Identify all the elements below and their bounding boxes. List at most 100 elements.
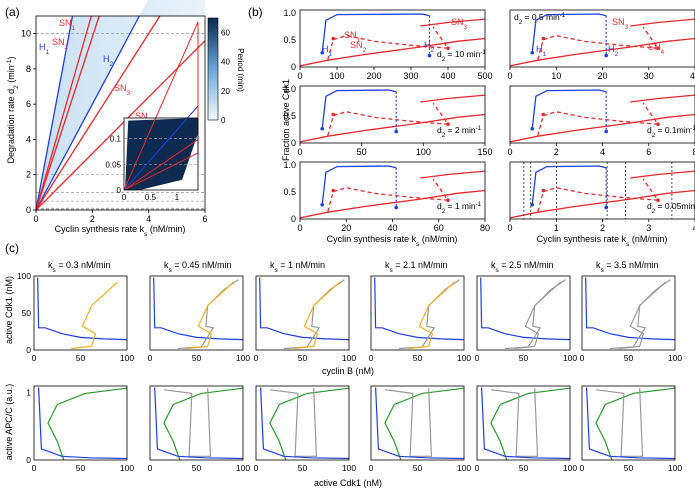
c-top-x-tick-1-0: 0: [148, 353, 153, 363]
b-x-tick-label-3-1: 2: [554, 147, 559, 157]
c-bottom-x-tick-1-1: 50: [192, 463, 202, 473]
c-ks-label-2-part-0: k: [270, 260, 275, 270]
c-bottom-y-tick-0: 0: [26, 455, 31, 465]
stable-upper-branch-1: [630, 18, 695, 27]
c-ks-label-5-part-2: = 3.5 nM/min: [604, 260, 659, 270]
label-H2-part-0: H: [103, 54, 110, 64]
b-x-tick-label-4-3: 60: [434, 223, 444, 233]
b-branch-label-0-main: SN: [344, 30, 357, 40]
subplot-b-d2-label-3-part-1: 2: [652, 132, 656, 139]
colorbar-tick-2: 40: [221, 58, 230, 67]
line-SN3: [35, 15, 161, 211]
b-branch-label-3: H1: [322, 44, 333, 58]
subplot-b-4: 0 20 40 60 80 0 0.5 1.0 d2 = 1 min-1: [283, 160, 490, 233]
b-branch-label-6: SN4: [648, 42, 665, 56]
panel-a-ylabel-part-4: ): [6, 57, 16, 60]
subplot-b-d2-label-1-part-2: = 0.5 min: [522, 12, 560, 22]
panel-a-ylabel-part-3: -1: [6, 59, 13, 65]
c-top-cdk-nullcline-1: [187, 281, 235, 350]
hopf-point-1-1: [530, 50, 534, 55]
subplot-b-d2-label-1-part-1: 2: [519, 19, 523, 26]
saddle-node-1-4: [331, 188, 336, 193]
c-bottom-xlabel: active Cdk1 (nM): [314, 478, 382, 488]
subplot-b-d2-label-0-part-1: 2: [442, 56, 446, 63]
stable-upper-branch-2: [420, 94, 486, 103]
c-top-x-tick-3-1: 50: [413, 353, 423, 363]
panel-a-ylabel-part-1: 2: [13, 85, 20, 89]
c-ks-label-4-part-2: = 2.5 nM/min: [499, 260, 554, 270]
c-bottom-x-tick-0-1: 50: [76, 463, 86, 473]
stable-lower-branch-2: [299, 113, 486, 143]
subplot-b-d2-label-0-part-0: d: [437, 49, 442, 59]
c-bottom-x-tick-5-2: 100: [668, 463, 682, 473]
c-bottom-x-tick-2-1: 50: [298, 463, 308, 473]
hopf-point-2-1: [604, 53, 608, 58]
c-bottom-green-nullcline-4: [490, 387, 571, 461]
line-H1: [35, 15, 74, 211]
subplot-b-d2-label-1: d2 = 0.5 min-1: [514, 12, 566, 26]
c-bottom-frame-3: [370, 385, 465, 461]
c-bottom-x-tick-3-0: 0: [369, 463, 374, 473]
c-bottom-gray-cycle-5: [595, 388, 644, 457]
hopf-point-2-0: [427, 53, 432, 58]
subplot-b-d2-label-3-part-2: = 0.1min: [655, 125, 690, 135]
hopf-point-1-4: [320, 202, 325, 207]
subplot-c-2: ks = 1 nM/min 0 50 100 0 50 100: [254, 260, 357, 473]
c-top-frame-4: [476, 275, 571, 351]
subplot-b-frame-2: [299, 85, 486, 144]
label-H1: H1: [39, 42, 50, 56]
c-bottom-x-tick-1-2: 100: [236, 463, 250, 473]
c-ks-label-5-part-0: k: [596, 260, 601, 270]
c-top-xlabel: cyclin B (nM): [322, 366, 374, 376]
panel-b-xlabel-right: Cyclin synthesis rate ks (nM/min): [537, 234, 668, 248]
c-bottom-gray-cycle-1: [163, 388, 212, 457]
subplot-c-1: ks = 0.45 nM/min 0 50 100 0 50 100: [148, 260, 251, 473]
b-branch-label-6-main: SN: [648, 42, 661, 52]
c-bottom-ylabel: active APC/C (a.u.): [4, 384, 14, 461]
c-ks-label-0-part-1: s: [53, 267, 56, 274]
c-bottom-blue-nullcline-2: [260, 387, 350, 460]
c-ks-label-3-part-1: s: [390, 267, 393, 274]
subplot-b-d2-label-2-part-0: d: [437, 125, 442, 135]
b-x-tick-label-2-0: 0: [297, 147, 302, 157]
c-top-cyclin-nullcline-2: [259, 277, 350, 341]
saddle-node-2-0: [446, 46, 450, 50]
b-x-tick-label-3-0: 0: [507, 147, 512, 157]
c-bottom-frame-0: [33, 385, 128, 461]
label-SN3-part-1: 3: [126, 90, 130, 97]
b-x-tick-label-0-1: 100: [329, 71, 344, 81]
label-H1-part-1: 1: [45, 49, 49, 56]
label-SN1-part-1: 1: [71, 25, 75, 32]
c-top-x-tick-4-2: 100: [563, 353, 577, 363]
subplot-b-frame-0: [299, 9, 486, 68]
b-x-tick-label-2-2: 100: [416, 147, 431, 157]
x-tick-label-2: 4: [146, 214, 151, 224]
c-ks-label-1: ks = 0.45 nM/min: [164, 260, 232, 274]
panel-a-xlabel-part-1: s: [144, 231, 147, 238]
c-ks-label-3: ks = 2.1 nM/min: [385, 260, 448, 274]
subplot-c-4: ks = 2.5 nM/min 0 50 100 0 50 100: [475, 260, 578, 473]
c-top-cdk-nullcline-0: [71, 281, 119, 350]
c-bottom-green-nullcline-1: [163, 387, 244, 461]
c-bottom-blue-nullcline-1: [154, 387, 244, 460]
c-ks-label-0-part-2: = 0.3 nM/min: [56, 260, 111, 270]
c-bottom-x-tick-5-1: 50: [624, 463, 634, 473]
limit-cycle-max-3: [531, 89, 607, 129]
c-top-frame-3: [370, 275, 465, 351]
saddle-node-2-4: [446, 198, 450, 202]
b-branch-label-2-main: SN: [451, 17, 464, 27]
b-x-tick-label-4-4: 80: [480, 223, 490, 233]
limit-cycle-max-5: [531, 165, 607, 205]
y-tick-label-4: 8: [26, 64, 31, 74]
subplot-b-d2-label-4-part-3: -1: [476, 201, 482, 208]
b-branch-label-1-main: SN: [350, 40, 363, 50]
c-top-x-tick-4-0: 0: [475, 353, 480, 363]
b-x-tick-label-0-4: 400: [440, 71, 455, 81]
c-top-cdk-nullcline-4: [514, 281, 562, 350]
b-branch-label-7: H1: [536, 44, 547, 58]
c-top-x-tick-5-2: 100: [668, 353, 682, 363]
b-x-tick-label-5-1: 1: [554, 223, 559, 233]
c-top-x-tick-0-2: 100: [120, 353, 134, 363]
stable-lower-branch-5: [509, 189, 695, 219]
b-y-tick-label-4-1: 0.5: [283, 187, 296, 197]
